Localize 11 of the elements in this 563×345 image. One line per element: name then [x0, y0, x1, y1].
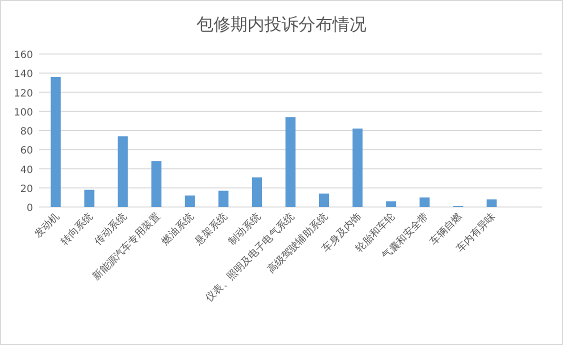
x-tick-label: 燃油系统 [159, 210, 196, 248]
y-tick-label: 20 [20, 184, 33, 195]
title: 包修期内投诉分布情况 [196, 15, 366, 35]
y-tick-label: 160 [14, 50, 33, 61]
y-tick-label: 80 [20, 126, 33, 138]
y-tick-label: 120 [14, 88, 33, 100]
y-tick-label: 140 [14, 69, 33, 80]
y-tick-label: 60 [20, 146, 33, 157]
y-tick-label: 100 [14, 107, 33, 118]
y-tick-label: 40 [20, 164, 33, 176]
y-tick-label: 0 [26, 203, 33, 214]
